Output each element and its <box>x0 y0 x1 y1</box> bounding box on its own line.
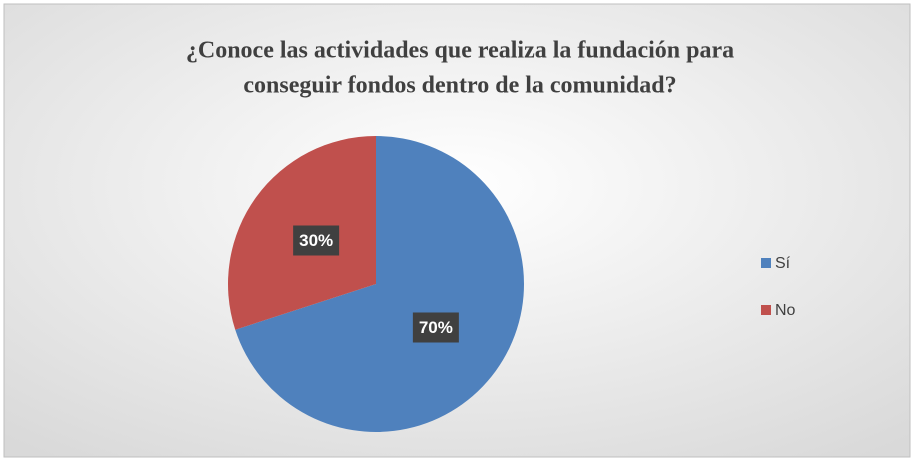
data-label: 30% <box>299 231 333 250</box>
legend-swatch <box>761 305 771 315</box>
data-label-box <box>412 312 459 343</box>
data-label-box <box>293 225 340 256</box>
data-label: 70% <box>419 318 453 337</box>
pie-slice <box>235 136 525 432</box>
chart-title: ¿Conoce las actividades que realiza la f… <box>186 38 734 64</box>
legend-swatch <box>761 258 771 268</box>
legend-label: No <box>775 302 796 319</box>
legend-label: Sí <box>775 255 791 272</box>
chart-title: conseguir fondos dentro de la comunidad? <box>243 73 676 99</box>
